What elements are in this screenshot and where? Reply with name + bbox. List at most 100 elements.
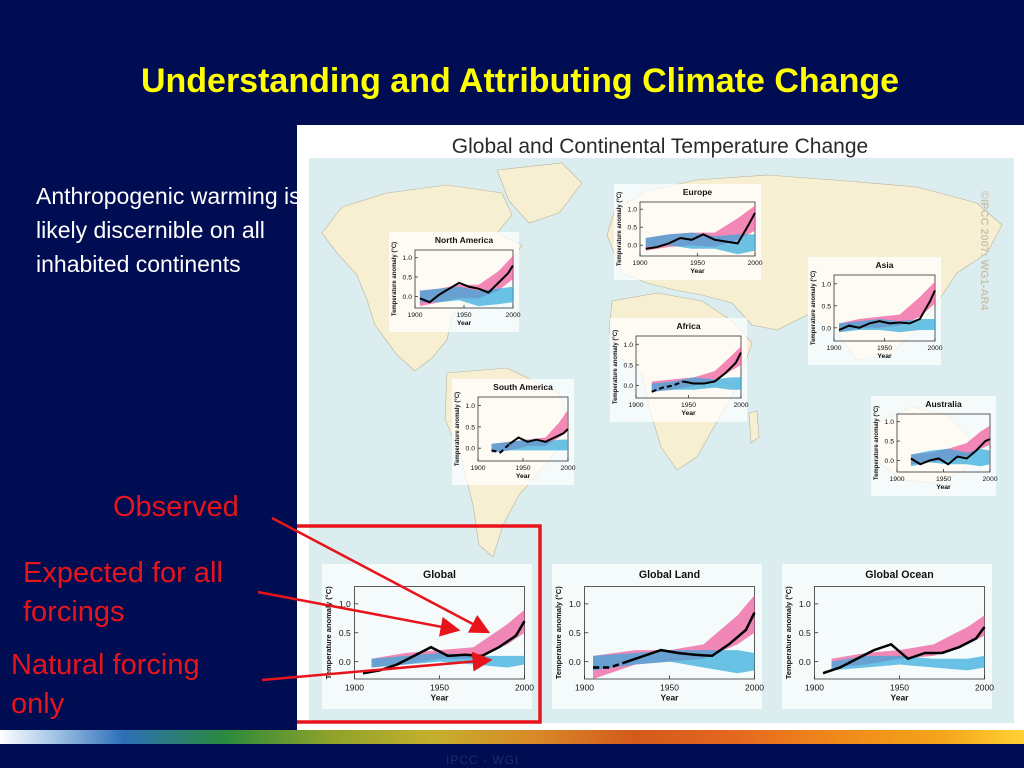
y-axis-label: Temperature anomaly (°C) — [617, 192, 623, 266]
slide-title: Understanding and Attributing Climate Ch… — [140, 62, 900, 100]
panel-south-america: South America 0.0 0.5 1.0 1900 1950 2000 Year Te… — [452, 379, 576, 485]
x-tick-label: 1950 — [430, 682, 449, 692]
panel-global-ocean: Global Ocean 0.0 0.5 1.0 1900 1950 2000 Year Tem… — [782, 564, 994, 709]
callout-expected: Expected for all forcings — [23, 554, 223, 632]
y-tick-label: 0.0 — [624, 383, 634, 390]
band-natural-forcing-only — [910, 448, 990, 467]
x-axis-label: Year — [457, 320, 472, 327]
band-natural-forcing-only — [831, 655, 985, 671]
band-expected-for-all-forcings — [831, 615, 985, 668]
panel-north-america: North America 0.0 0.5 1.0 1900 1950 2000 Year Te… — [389, 232, 521, 332]
x-tick-label: 2000 — [975, 682, 994, 692]
x-tick-label: 1950 — [936, 476, 951, 483]
panel-title: South America — [493, 382, 553, 392]
panel-title: Global — [423, 569, 456, 581]
land-madagascar — [748, 410, 760, 444]
band-natural-forcing-only — [651, 377, 741, 392]
y-tick-label: 1.0 — [466, 403, 476, 410]
x-tick-label: 1900 — [632, 260, 647, 267]
panel-africa: Africa 0.0 0.5 1.0 1900 1950 2000 Year Temperatu… — [610, 318, 749, 422]
callout-expected-line-1: Expected for all — [23, 557, 223, 589]
y-tick-label: 0.0 — [628, 243, 638, 250]
y-tick-label: 0.5 — [569, 628, 581, 638]
y-tick-label: 0.5 — [628, 225, 638, 232]
x-tick-label: 2000 — [745, 682, 764, 692]
callout-observed-label: Observed — [113, 491, 239, 523]
y-tick-label: 0.0 — [822, 325, 832, 332]
y-tick-label: 0.0 — [569, 657, 581, 667]
observed-line — [508, 428, 569, 445]
x-tick-label: 1950 — [690, 260, 705, 267]
band-expected-for-all-forcings — [651, 346, 741, 392]
band-natural-forcing-only — [645, 232, 755, 255]
x-tick-label: 1900 — [470, 465, 485, 472]
x-tick-label: 2000 — [505, 312, 520, 319]
x-tick-label: 2000 — [927, 345, 942, 352]
x-axis-label: Year — [516, 473, 531, 480]
y-tick-label: 1.0 — [822, 281, 832, 288]
panel-europe: Europe 0.0 0.5 1.0 1900 1950 2000 Year Temperatu… — [614, 184, 763, 280]
x-axis-label: Year — [936, 484, 951, 491]
land-greenland — [496, 162, 583, 224]
y-axis-label: Temperature anomaly (°C) — [784, 586, 793, 679]
observed-line — [822, 626, 986, 675]
x-tick-label: 2000 — [982, 476, 997, 483]
observed-line — [683, 352, 742, 385]
panel-global: Global 0.0 0.5 1.0 1900 1950 2000 Year Temperatu… — [322, 564, 534, 709]
x-tick-label: 1900 — [407, 312, 422, 319]
x-tick-label: 1950 — [456, 312, 471, 319]
panel-title: Global Ocean — [865, 569, 933, 581]
y-axis-label: Temperature anomaly (°C) — [554, 586, 563, 679]
x-tick-label: 1900 — [805, 682, 824, 692]
footer-gradient-bar — [0, 730, 1024, 744]
x-axis-label: Year — [877, 353, 892, 360]
callout-observed: Observed — [113, 488, 239, 527]
x-tick-label: 1950 — [515, 465, 530, 472]
y-tick-label: 0.0 — [466, 446, 476, 453]
copyright-notice: ©IPCC 2007: WG1-AR4 — [978, 191, 990, 311]
y-tick-label: 0.0 — [885, 458, 895, 465]
footer-label: IPCC - WGI — [446, 753, 520, 767]
x-axis-label: Year — [431, 692, 450, 702]
y-tick-label: 0.0 — [799, 657, 811, 667]
y-tick-label: 1.0 — [624, 342, 634, 349]
panel-asia: Asia 0.0 0.5 1.0 1900 1950 2000 Year Temperature… — [808, 257, 943, 365]
y-tick-label: 1.0 — [628, 207, 638, 214]
panel-title: Africa — [676, 321, 700, 331]
observed-line-dashed — [593, 660, 628, 669]
y-axis-label: Temperature anomaly (°C) — [613, 330, 619, 404]
figure-title: Global and Continental Temperature Chang… — [452, 135, 868, 158]
y-tick-label: 1.0 — [339, 599, 351, 609]
callout-natural-line-1: Natural forcing — [11, 649, 200, 681]
x-tick-label: 1900 — [345, 682, 364, 692]
y-tick-label: 0.0 — [339, 657, 351, 667]
panel-global-land: Global Land 0.0 0.5 1.0 1900 1950 2000 Year Temp… — [552, 564, 764, 709]
callout-natural: Natural forcing only — [11, 646, 200, 724]
panel-australia: Australia 0.0 0.5 1.0 1900 1950 2000 Year Temper… — [871, 396, 998, 496]
observed-line — [626, 611, 756, 663]
y-tick-label: 0.5 — [822, 303, 832, 310]
observed-line — [838, 289, 936, 331]
intro-text: Anthropogenic warming is likely discerni… — [36, 183, 301, 277]
y-axis-label: Temperature anomaly (°C) — [455, 392, 461, 466]
y-axis-label: Temperature anomaly (°C) — [874, 406, 880, 480]
y-axis-label: Temperature anomaly (°C) — [811, 271, 817, 345]
y-tick-label: 0.5 — [339, 628, 351, 638]
observed-line — [645, 212, 756, 250]
panel-title: Australia — [925, 399, 962, 409]
x-axis-label: Year — [681, 410, 696, 417]
x-tick-label: 1950 — [660, 682, 679, 692]
panel-title: Asia — [876, 260, 894, 270]
y-tick-label: 0.5 — [403, 275, 413, 282]
y-tick-label: 0.5 — [885, 439, 895, 446]
band-expected-for-all-forcings — [839, 281, 935, 333]
y-tick-label: 0.5 — [624, 362, 634, 369]
x-tick-label: 1900 — [826, 345, 841, 352]
y-tick-label: 0.5 — [799, 628, 811, 638]
x-tick-label: 2000 — [560, 465, 575, 472]
y-tick-label: 1.0 — [885, 419, 895, 426]
x-tick-label: 1900 — [889, 476, 904, 483]
x-axis-label: Year — [891, 692, 910, 702]
y-tick-label: 1.0 — [799, 599, 811, 609]
callout-expected-line-2: forcings — [23, 596, 125, 628]
